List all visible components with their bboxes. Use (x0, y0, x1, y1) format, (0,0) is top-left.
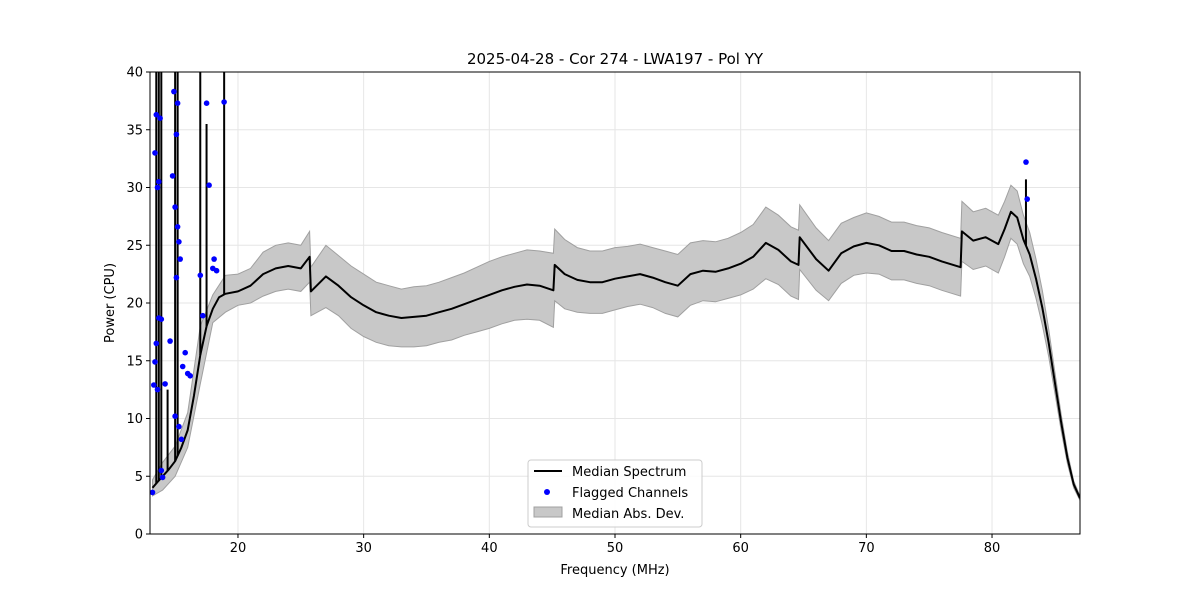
flagged-channel-point (162, 381, 168, 387)
flagged-channel-point (176, 423, 182, 430)
flagged-channel-point (169, 173, 176, 179)
y-tick-label: 20 (126, 297, 143, 312)
flagged-channel-point (153, 340, 160, 347)
y-tick-label: 0 (135, 528, 143, 543)
flagged-channel-point (213, 267, 220, 274)
y-tick-label: 30 (126, 181, 143, 196)
flagged-channel-point (151, 382, 157, 388)
legend: Median Spectrum Flagged Channels Median … (527, 459, 703, 528)
x-tick-label: 70 (858, 541, 875, 556)
median-abs-dev-band (152, 184, 1080, 501)
flagged-channel-point (158, 467, 165, 474)
x-tick-label: 20 (230, 541, 247, 556)
x-tick-label: 80 (984, 541, 1001, 556)
flagged-channel-point (158, 316, 165, 323)
flagged-channel-point (176, 239, 182, 245)
plot-area (150, 72, 1080, 501)
legend-flagged-marker (544, 489, 550, 495)
flagged-channel-point (187, 373, 193, 379)
flagged-channel-point (174, 224, 181, 230)
flagged-channel-point (152, 359, 158, 365)
y-tick-label: 40 (126, 66, 143, 81)
y-tick-label: 5 (135, 470, 143, 485)
flagged-channel-point (171, 88, 177, 95)
flagged-channel-point (203, 100, 210, 106)
legend-band-label: Median Abs. Dev. (572, 507, 684, 522)
x-axis-label: Frequency (MHz) (560, 563, 669, 578)
y-axis-label: Power (CPU) (103, 263, 118, 343)
flagged-channel-point (173, 131, 180, 138)
legend-frame (527, 459, 703, 528)
flagged-channel-point (200, 312, 206, 319)
flagged-channel-point (178, 436, 185, 443)
y-tick-label: 25 (126, 239, 143, 254)
x-axis: 20 30 40 50 60 70 80 (230, 534, 1001, 556)
flagged-channel-point (172, 204, 178, 210)
legend-band-swatch (533, 506, 563, 518)
flagged-channel-point (1024, 196, 1030, 202)
y-tick-label: 15 (126, 354, 143, 369)
flagged-channel-point (174, 100, 181, 106)
flagged-channel-point (1023, 159, 1029, 165)
flagged-channel-point (154, 386, 161, 393)
y-tick-label: 10 (126, 412, 143, 427)
flagged-channel-point (221, 99, 227, 105)
flagged-channel-point (197, 272, 204, 279)
flagged-channel-point (152, 150, 158, 156)
x-tick-label: 30 (355, 541, 372, 556)
flagged-channel-point (179, 363, 186, 370)
flagged-channel-point (173, 274, 180, 281)
flagged-channel-point (206, 182, 212, 188)
flagged-channel-point (154, 184, 161, 191)
legend-flagged-label: Flagged Channels (572, 486, 688, 501)
y-axis: 0 5 10 15 20 25 30 35 40 (126, 66, 150, 543)
flagged-channel-point (211, 256, 217, 262)
flagged-channel-point (182, 349, 188, 356)
chart-title: 2025-04-28 - Cor 274 - LWA197 - Pol YY (467, 50, 764, 68)
median-spectrum-line (151, 210, 1080, 499)
flagged-channel-point (153, 111, 160, 118)
legend-median-label: Median Spectrum (572, 465, 686, 480)
flagged-channel-point (172, 413, 178, 420)
flagged-channel-point (150, 489, 156, 496)
flagged-channel-point (159, 474, 166, 481)
x-tick-label: 50 (607, 541, 624, 556)
flagged-channel-point (167, 338, 173, 344)
y-tick-label: 35 (126, 123, 143, 138)
x-tick-label: 60 (732, 541, 749, 556)
flagged-channel-point (156, 178, 162, 185)
x-tick-label: 40 (481, 541, 498, 556)
flagged-channel-point (157, 115, 163, 121)
flagged-channel-point (177, 256, 183, 262)
